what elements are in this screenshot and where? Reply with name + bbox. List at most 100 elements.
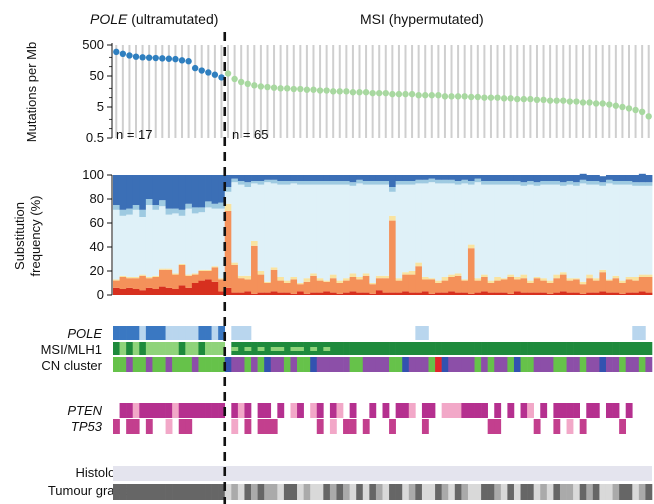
cn-cluster-cell: [323, 357, 331, 372]
substitution-bar-segment: [408, 271, 416, 275]
substitution-bar-segment: [119, 209, 127, 216]
substitution-bar-segment: [172, 208, 180, 214]
msi-group-title: MSI (hypermutated): [360, 11, 484, 27]
tumour-grade-cell: [566, 484, 574, 500]
pten-status-cell: [461, 403, 469, 418]
msi-status-cell: [513, 342, 521, 355]
substitution-bar-segment: [336, 181, 344, 185]
cn-cluster-cell: [402, 357, 410, 372]
substitution-bar-segment: [461, 292, 469, 295]
substitution-bar-segment: [264, 281, 272, 283]
substitution-bar-segment: [205, 201, 212, 208]
tumour-grade-cell: [513, 484, 521, 500]
substitution-bar-segment: [638, 173, 646, 183]
substitution-bar-segment: [559, 175, 567, 183]
substitution-bar-segment: [566, 280, 574, 293]
tumour-grade-cell: [599, 484, 607, 500]
substitution-bar-segment: [389, 175, 397, 187]
substitution-bar-segment: [316, 181, 324, 185]
substitution-bar-segment: [224, 203, 232, 211]
tp53-status-cell: [533, 419, 541, 434]
substitution-bar-segment: [119, 275, 127, 277]
tumour-grade-cell: [638, 484, 646, 500]
pten-status-cell: [605, 403, 613, 418]
substitution-bar-segment: [145, 175, 153, 199]
pten-status-cell: [481, 403, 488, 418]
substitution-bar-segment: [211, 281, 219, 295]
substitution-bar-segment: [402, 184, 410, 273]
msi-status-cell: [349, 342, 357, 355]
substitution-bar-segment: [277, 292, 285, 295]
cn-cluster-cell: [375, 357, 383, 372]
msi-status-cell: [559, 342, 567, 355]
substitution-bar-segment: [494, 181, 502, 185]
substitution-bar-segment: [586, 278, 594, 293]
cn-cluster-cell: [113, 357, 120, 372]
substitution-bar-segment: [527, 283, 535, 293]
pten-status-cell: [126, 403, 134, 418]
tp53-status-cell: [579, 419, 587, 434]
substitution-bar-segment: [415, 292, 423, 295]
substitution-bar-segment: [546, 280, 554, 283]
substitution-bar-segment: [205, 271, 212, 280]
substitution-bar-segment: [586, 274, 594, 279]
substitution-bar-segment: [494, 277, 502, 281]
msi-status-cell: [211, 342, 219, 355]
substitution-bar-segment: [244, 182, 252, 187]
substitution-bar-segment: [185, 208, 193, 275]
substitution-bar-segment: [454, 275, 462, 293]
msi-inner-cell: [244, 347, 252, 351]
substitution-bar-segment: [290, 181, 298, 184]
substitution-bar-segment: [244, 175, 252, 183]
substitution-bar-segment: [546, 181, 554, 185]
substitution-bar-segment: [224, 191, 232, 204]
substitution-bar-segment: [402, 181, 410, 185]
substitution-bar-segment: [224, 287, 232, 295]
substitution-bar-segment: [435, 283, 443, 293]
substitution-bar-segment: [257, 175, 265, 181]
msi-status-cell: [500, 342, 508, 355]
substitution-bar-segment: [165, 175, 173, 209]
tumour-grade-cell: [139, 484, 147, 500]
msi-sample-point: [277, 85, 284, 92]
substitution-bar-segment: [467, 248, 475, 294]
substitution-bar-segment: [599, 176, 607, 183]
substitution-bar-segment: [132, 175, 140, 205]
substitution-bar-segment: [297, 291, 305, 295]
substitution-bar-segment: [264, 182, 272, 282]
substitution-bar-segment: [513, 291, 521, 295]
substitution-bar-segment: [461, 183, 469, 280]
substitution-bar-segment: [237, 275, 245, 279]
substitution-bar-segment: [297, 283, 305, 285]
substitution-bar-segment: [625, 175, 633, 181]
msi-status-cell: [467, 342, 475, 355]
substitution-bar-segment: [303, 281, 311, 294]
substitution-bar-segment: [619, 175, 627, 181]
pten-status-cell: [277, 403, 285, 418]
tp53-status-cell: [165, 419, 173, 434]
substitution-bar-segment: [139, 175, 147, 210]
substitution-bar-segment: [441, 175, 449, 180]
substitution-bar-segment: [349, 175, 357, 183]
substitution-bar-segment: [329, 181, 337, 185]
pole-sample-point: [119, 50, 127, 58]
substitution-bar-segment: [579, 183, 587, 282]
substitution-bar-segment: [421, 175, 429, 180]
substitution-bar-segment: [625, 279, 633, 293]
msi-status-cell: [283, 342, 291, 355]
tumour-grade-cell: [237, 484, 245, 500]
tp53-status-cell: [113, 419, 120, 434]
substitution-bar-segment: [257, 184, 265, 271]
msi-sample-point: [283, 85, 291, 92]
substitution-bar-segment: [586, 175, 594, 181]
msi-sample-point: [481, 94, 488, 101]
msi-sample-point: [592, 100, 600, 107]
substitution-bar-segment: [402, 175, 410, 181]
substitution-bar-segment: [251, 241, 259, 246]
substitution-bar-segment: [494, 175, 502, 181]
tumour-grade-cell: [172, 484, 180, 500]
substitution-bar-segment: [329, 278, 337, 293]
tumour-grade-cell: [270, 484, 278, 500]
substitution-bar-segment: [191, 283, 199, 295]
substitution-bar-segment: [159, 200, 166, 207]
